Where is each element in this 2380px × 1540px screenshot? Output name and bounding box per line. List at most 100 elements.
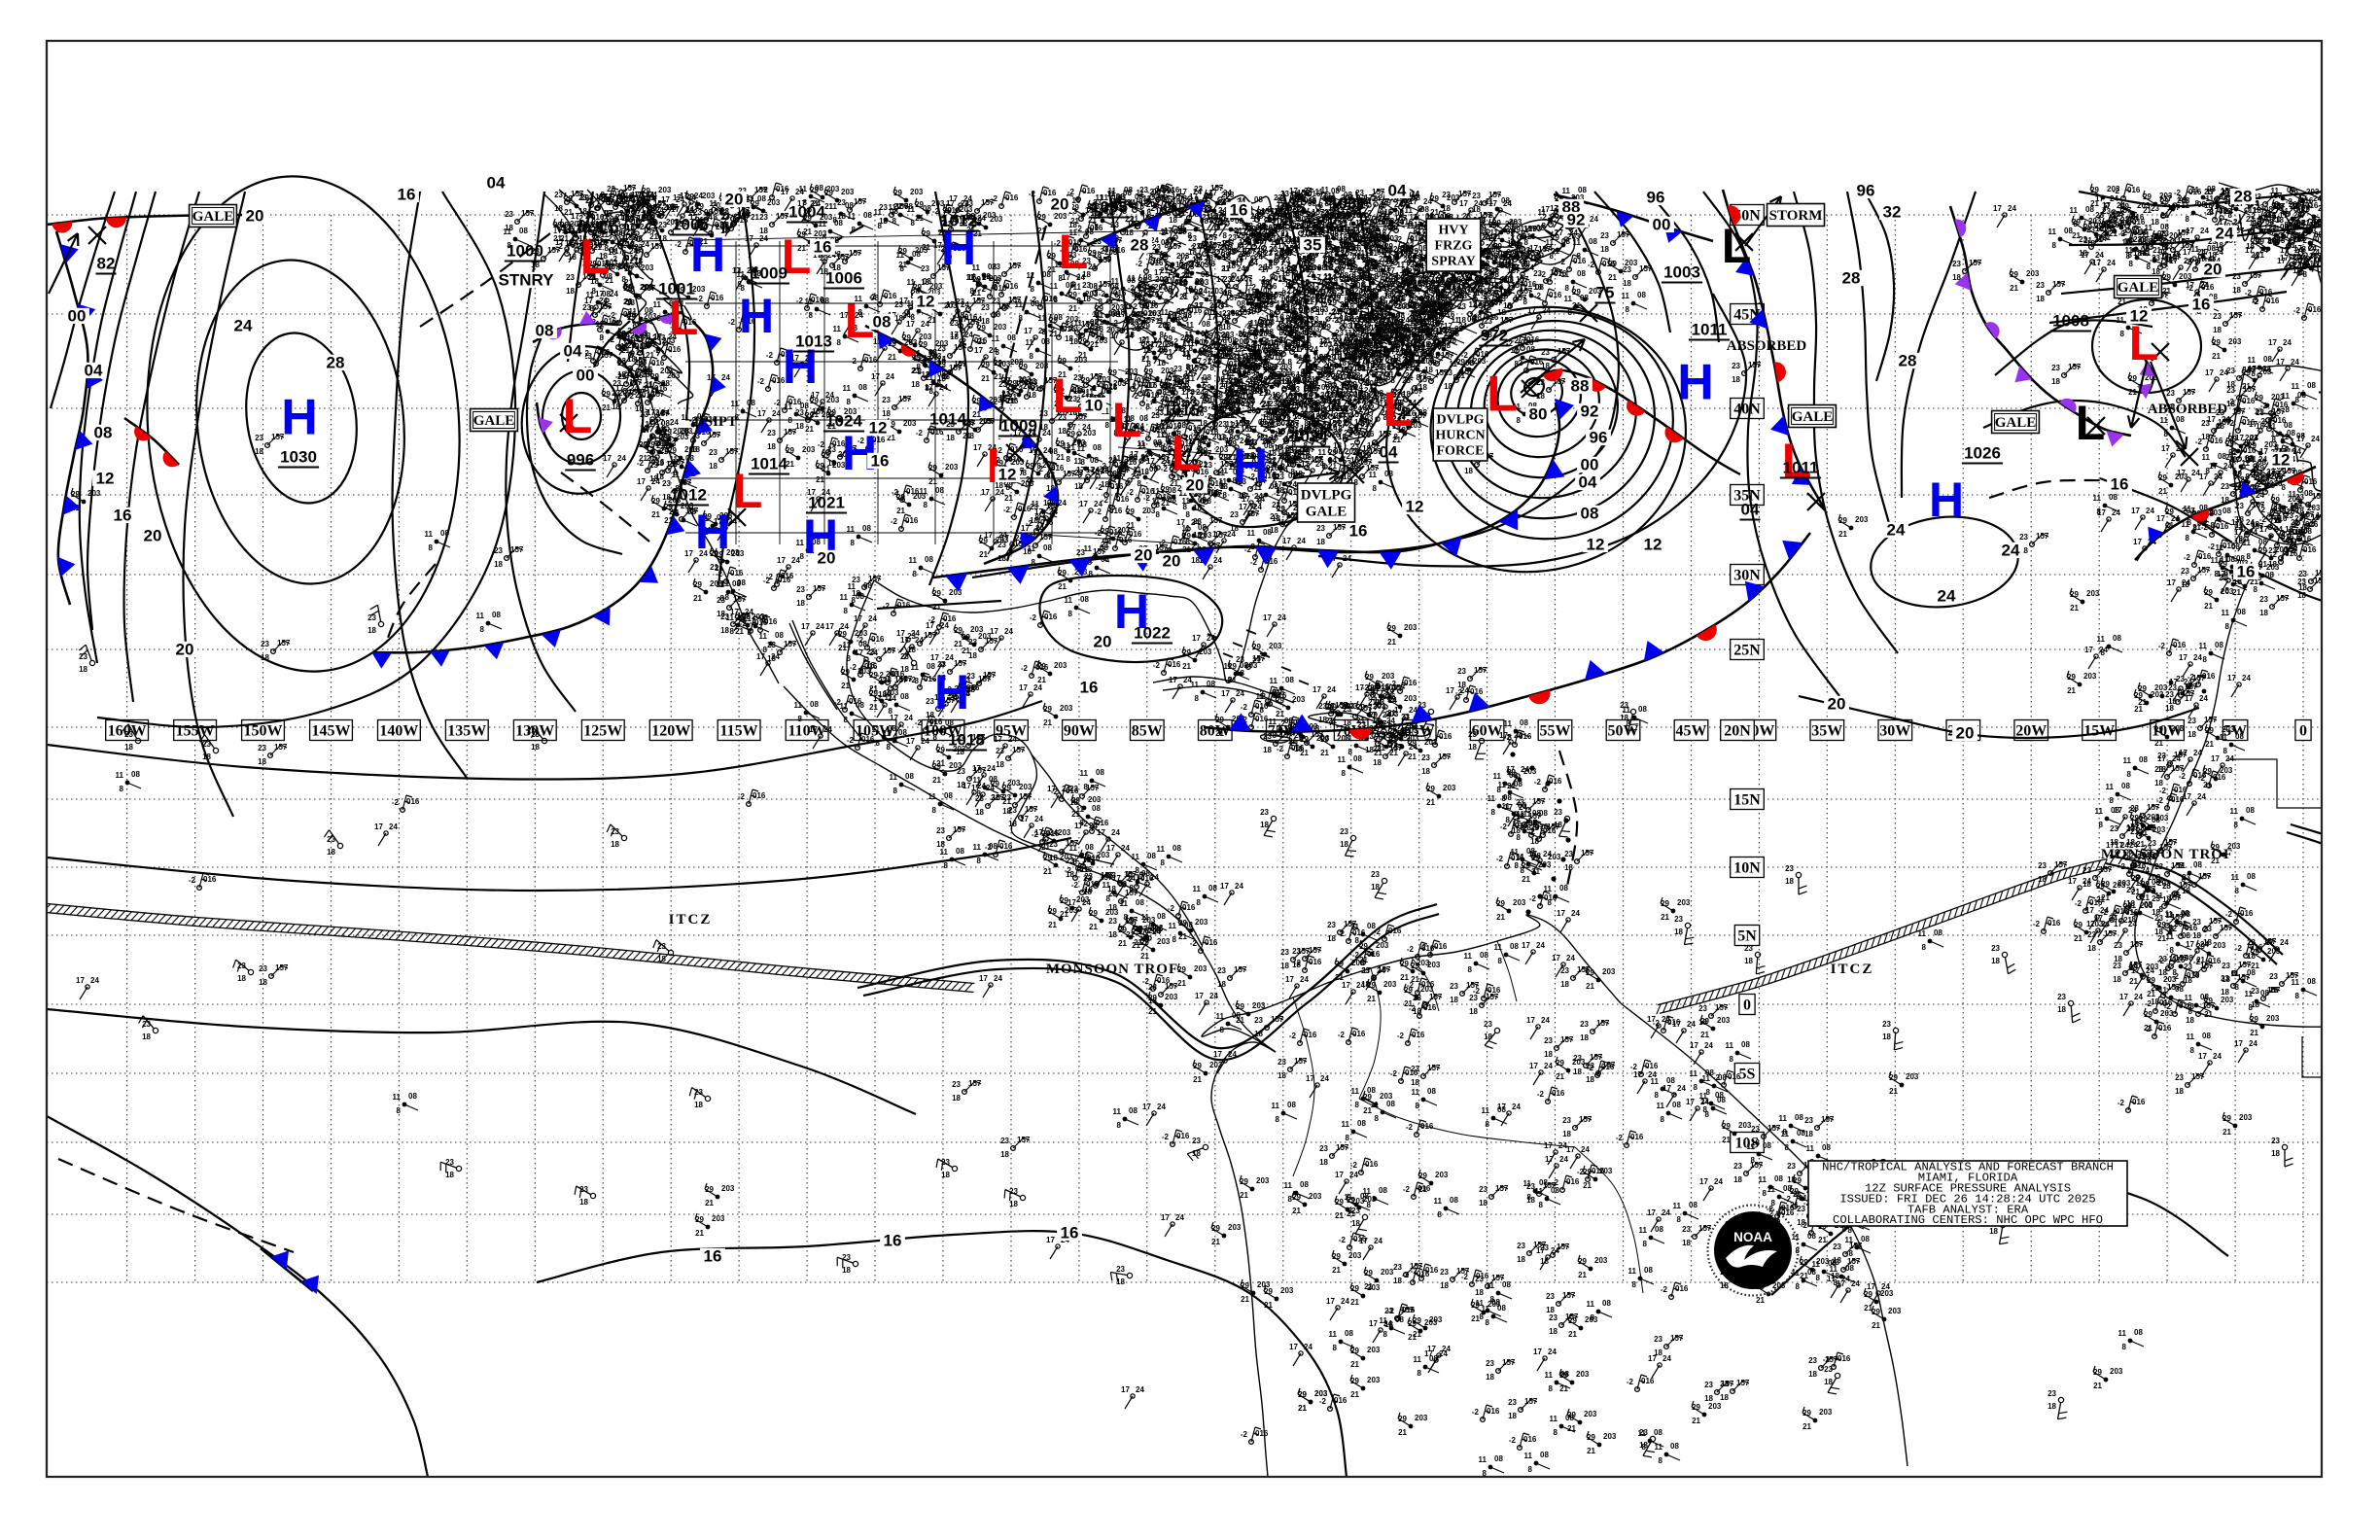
svg-text:1014: 1014 [751,455,788,473]
svg-text:23: 23 [579,1185,588,1194]
svg-text:20W: 20W [2015,723,2047,740]
svg-text:5N: 5N [1737,928,1757,945]
svg-text:23: 23 [694,1088,703,1097]
svg-text:50N: 50N [1733,208,1761,225]
svg-text:1000: 1000 [507,242,543,261]
svg-text:18: 18 [202,752,211,761]
svg-text:ITCZ: ITCZ [1831,962,1874,977]
svg-text:1004: 1004 [788,203,825,222]
svg-text:FRZG: FRZG [1435,239,1473,254]
svg-text:ABSORBED: ABSORBED [2148,402,2228,417]
svg-text:16: 16 [871,452,890,471]
svg-text:18: 18 [657,955,666,963]
svg-text:1024: 1024 [1291,428,1328,446]
svg-text:H: H [941,221,976,275]
svg-text:55W: 55W [1540,723,1571,740]
svg-text:18: 18 [900,665,909,674]
svg-text:18: 18 [445,1171,454,1179]
svg-text:92: 92 [1567,211,1586,229]
svg-text:23: 23 [445,1158,454,1167]
svg-text:16: 16 [1061,1224,1079,1242]
svg-text:23: 23 [2057,993,2066,1001]
svg-text:18: 18 [1744,957,1753,965]
svg-text:16: 16 [2237,563,2256,581]
svg-text:28: 28 [1131,236,1149,255]
svg-text:18: 18 [1882,1032,1891,1041]
svg-text:23: 23 [1116,1265,1125,1274]
svg-text:18: 18 [842,1266,851,1275]
svg-text:18: 18 [1824,1378,1833,1386]
svg-text:L: L [1172,426,1202,480]
svg-text:23: 23 [1824,1365,1833,1374]
svg-text:1005: 1005 [672,216,709,234]
svg-text:23: 23 [1418,701,1426,710]
svg-text:MONSOON TROF: MONSOON TROF [2101,847,2233,862]
svg-text:18: 18 [1116,1278,1125,1286]
svg-text:16: 16 [1230,201,1248,220]
svg-text:20: 20 [1051,195,1069,214]
svg-text:1008: 1008 [2052,312,2089,331]
svg-text:H: H [783,339,818,394]
svg-text:60W: 60W [1472,723,1503,740]
svg-text:24: 24 [234,317,253,335]
svg-text:COLLABORATING CENTERS: NHC OPC: COLLABORATING CENTERS: NHC OPC WPC HFO [1833,1213,2103,1227]
svg-text:0: 0 [1743,998,1751,1014]
svg-text:16: 16 [1080,679,1099,697]
svg-text:35N: 35N [1733,488,1761,505]
svg-text:GALE: GALE [1995,415,2037,431]
svg-text:STNRY: STNRY [499,271,555,290]
svg-text:16: 16 [2192,296,2211,314]
svg-text:04: 04 [1388,182,1407,200]
svg-text:24: 24 [1887,521,1906,540]
svg-text:23: 23 [1192,1137,1201,1145]
svg-text:18: 18 [1554,821,1562,829]
svg-text:L: L [2076,396,2106,450]
svg-text:1014: 1014 [929,410,966,429]
svg-text:L: L [1487,367,1518,423]
svg-text:160W: 160W [108,723,147,740]
svg-text:18: 18 [941,1171,950,1179]
svg-text:23: 23 [1009,1187,1018,1196]
svg-text:996: 996 [567,451,594,470]
svg-text:1011: 1011 [1783,459,1819,477]
svg-text:H: H [1929,472,1964,527]
svg-text:24: 24 [1938,587,1956,606]
svg-text:20: 20 [1163,552,1181,571]
svg-text:18: 18 [142,1032,151,1041]
svg-text:1022: 1022 [1134,624,1171,643]
svg-text:80: 80 [1529,405,1548,424]
svg-text:20N: 20N [1724,723,1751,740]
svg-text:23: 23 [1554,808,1562,817]
svg-text:H: H [1233,438,1268,493]
svg-text:96: 96 [1857,182,1875,200]
svg-text:10N: 10N [1733,860,1761,877]
svg-text:23: 23 [2048,1389,2056,1398]
svg-text:75: 75 [1596,284,1615,302]
svg-text:20: 20 [1186,476,1205,495]
svg-text:H: H [1114,584,1149,639]
svg-text:23: 23 [1882,1020,1891,1029]
svg-text:00: 00 [1653,216,1671,234]
svg-text:1011: 1011 [1692,321,1728,339]
svg-text:20: 20 [1094,633,1112,651]
svg-text:DVLPG: DVLPG [1437,413,1485,428]
svg-text:04: 04 [564,342,582,361]
svg-text:18: 18 [1639,1441,1648,1450]
svg-text:23: 23 [941,1158,950,1167]
svg-text:FORCE: FORCE [1437,444,1485,459]
svg-text:20: 20 [246,207,264,226]
svg-text:1018: 1018 [948,731,985,750]
svg-text:972: 972 [1481,327,1508,345]
svg-text:1021: 1021 [808,494,845,512]
svg-text:18: 18 [1340,840,1348,849]
svg-text:04: 04 [85,362,103,380]
svg-text:L: L [1782,434,1812,488]
svg-text:23: 23 [611,827,619,836]
svg-text:15N: 15N [1733,792,1761,809]
svg-text:16: 16 [398,186,416,204]
svg-text:23: 23 [368,613,376,622]
svg-text:23: 23 [1639,1428,1648,1437]
svg-text:04: 04 [1380,443,1398,462]
svg-text:18: 18 [1785,877,1794,886]
svg-text:L: L [782,229,812,284]
